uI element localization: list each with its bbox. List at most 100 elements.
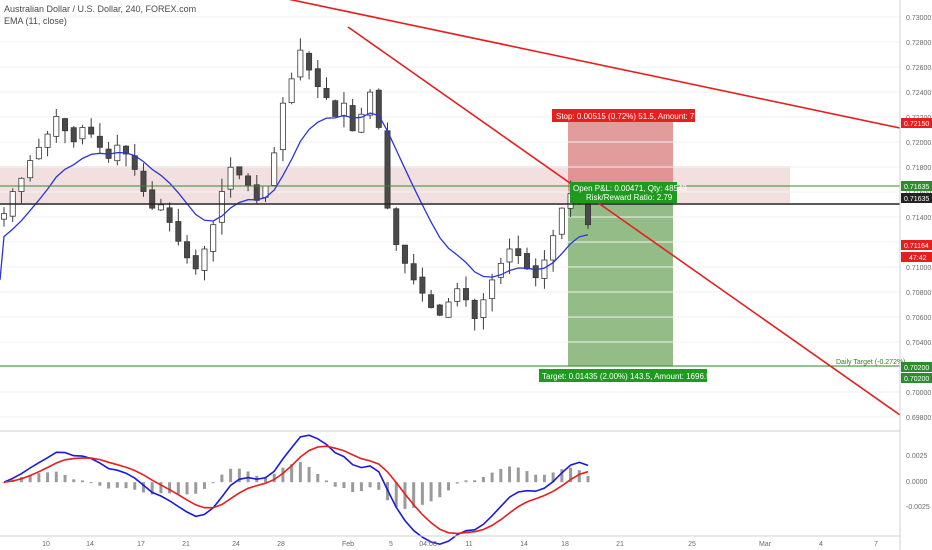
candle-body[interactable] bbox=[245, 175, 252, 187]
histogram-bar bbox=[298, 462, 302, 483]
candle-body[interactable] bbox=[253, 184, 260, 201]
candle-body[interactable] bbox=[550, 235, 557, 261]
candle-body[interactable] bbox=[489, 279, 496, 300]
candle-body[interactable] bbox=[323, 87, 330, 99]
candle-body[interactable] bbox=[384, 130, 391, 209]
histogram-bar bbox=[377, 482, 381, 490]
candle-body[interactable] bbox=[175, 221, 182, 242]
candle-body[interactable] bbox=[314, 68, 321, 87]
candle-body[interactable] bbox=[62, 118, 69, 132]
candle-body[interactable] bbox=[140, 170, 147, 192]
candle-body[interactable] bbox=[123, 145, 130, 155]
candle-body[interactable] bbox=[393, 208, 400, 245]
price-tick-label: 0.72000 bbox=[906, 140, 931, 147]
histogram-bar bbox=[46, 472, 50, 483]
candle-body[interactable] bbox=[79, 127, 86, 140]
candle-body[interactable] bbox=[523, 253, 530, 270]
histogram-bar bbox=[569, 467, 573, 483]
stop-label-box bbox=[552, 109, 695, 122]
candle-body[interactable] bbox=[410, 263, 417, 281]
candle-body[interactable] bbox=[210, 224, 217, 252]
candle-body[interactable] bbox=[44, 133, 51, 148]
candle-body[interactable] bbox=[454, 288, 461, 302]
candle-body[interactable] bbox=[70, 127, 77, 143]
candle-body[interactable] bbox=[462, 288, 469, 301]
candle-body[interactable] bbox=[157, 204, 164, 211]
time-tick-label: 5 bbox=[389, 541, 393, 548]
candle-body[interactable] bbox=[18, 177, 25, 192]
histogram-bar bbox=[359, 482, 363, 492]
oscillator-axis: 0.0025 0.0000 -0.0025 bbox=[906, 453, 930, 511]
candle-body[interactable] bbox=[367, 91, 374, 116]
target-zone[interactable] bbox=[568, 204, 673, 366]
ema-line[interactable] bbox=[0, 112, 589, 280]
candle-body[interactable] bbox=[201, 248, 208, 271]
candle-body[interactable] bbox=[0, 213, 7, 220]
time-tick-label: 25 bbox=[688, 541, 696, 548]
time-tick-label: 28 bbox=[277, 541, 285, 548]
candle-body[interactable] bbox=[166, 207, 173, 223]
price-tick-label: 0.69800 bbox=[906, 415, 931, 422]
candle-body[interactable] bbox=[419, 276, 426, 294]
histogram-bar bbox=[159, 482, 163, 494]
histogram-bar bbox=[325, 480, 329, 483]
time-tick-label: 04:00 bbox=[419, 541, 437, 548]
candle-body[interactable] bbox=[585, 204, 592, 226]
candle-body[interactable] bbox=[306, 52, 313, 71]
histogram-bar bbox=[403, 482, 407, 509]
candle-body[interactable] bbox=[471, 299, 478, 319]
histogram-bar bbox=[176, 482, 180, 494]
candle-body[interactable] bbox=[131, 155, 138, 170]
candle-body[interactable] bbox=[88, 126, 95, 135]
candle-body[interactable] bbox=[149, 189, 156, 209]
daily-target-label: Daily Target (-0.272%) bbox=[836, 359, 906, 366]
histogram-bar bbox=[307, 466, 311, 483]
price-tick-label: 0.70000 bbox=[906, 390, 931, 397]
tag-target-1: 0.70200 bbox=[904, 365, 929, 372]
signal-line[interactable] bbox=[3, 445, 589, 535]
candle-body[interactable] bbox=[532, 265, 539, 279]
price-tick-label: 0.71000 bbox=[906, 265, 931, 272]
candle-body[interactable] bbox=[53, 116, 60, 137]
candle-body[interactable] bbox=[401, 244, 408, 264]
candle-body[interactable] bbox=[27, 160, 34, 179]
candle-body[interactable] bbox=[428, 294, 435, 308]
candle-body[interactable] bbox=[541, 259, 548, 279]
price-tick-label: 0.72800 bbox=[906, 40, 931, 47]
candle-body[interactable] bbox=[515, 248, 522, 257]
candle-body[interactable] bbox=[558, 207, 565, 235]
candle-body[interactable] bbox=[184, 241, 191, 259]
candle-body[interactable] bbox=[227, 166, 234, 190]
time-tick-label: Mar bbox=[759, 541, 772, 548]
time-tick-label: 21 bbox=[616, 541, 624, 548]
candle-body[interactable] bbox=[375, 89, 382, 128]
candle-body[interactable] bbox=[297, 49, 304, 78]
candle-body[interactable] bbox=[288, 78, 295, 103]
candle-body[interactable] bbox=[236, 166, 243, 176]
candle-body[interactable] bbox=[358, 113, 365, 133]
histogram-bar bbox=[237, 468, 241, 483]
candle-body[interactable] bbox=[436, 304, 443, 316]
candle-body[interactable] bbox=[279, 102, 286, 151]
candle-body[interactable] bbox=[192, 255, 199, 270]
candle-body[interactable] bbox=[96, 135, 103, 148]
candle-body[interactable] bbox=[218, 191, 225, 223]
candle-body[interactable] bbox=[445, 301, 452, 318]
histogram-bar bbox=[72, 479, 76, 483]
histogram-bar bbox=[455, 482, 459, 484]
price-tick-label: 0.72400 bbox=[906, 90, 931, 97]
candle-body[interactable] bbox=[340, 102, 347, 117]
histogram-bar bbox=[272, 473, 276, 483]
candle-body[interactable] bbox=[271, 152, 278, 186]
lower-trendline[interactable] bbox=[347, 26, 901, 416]
time-tick-label: 4 bbox=[819, 541, 823, 548]
candle-body[interactable] bbox=[35, 146, 42, 160]
candle-body[interactable] bbox=[506, 248, 513, 263]
candle-body[interactable] bbox=[480, 299, 487, 318]
time-tick-label: 14 bbox=[86, 541, 94, 548]
macd-line[interactable] bbox=[3, 434, 589, 546]
upper-trendline[interactable] bbox=[150, 0, 901, 129]
candle-body[interactable] bbox=[497, 262, 504, 278]
candle-body[interactable] bbox=[332, 100, 339, 117]
